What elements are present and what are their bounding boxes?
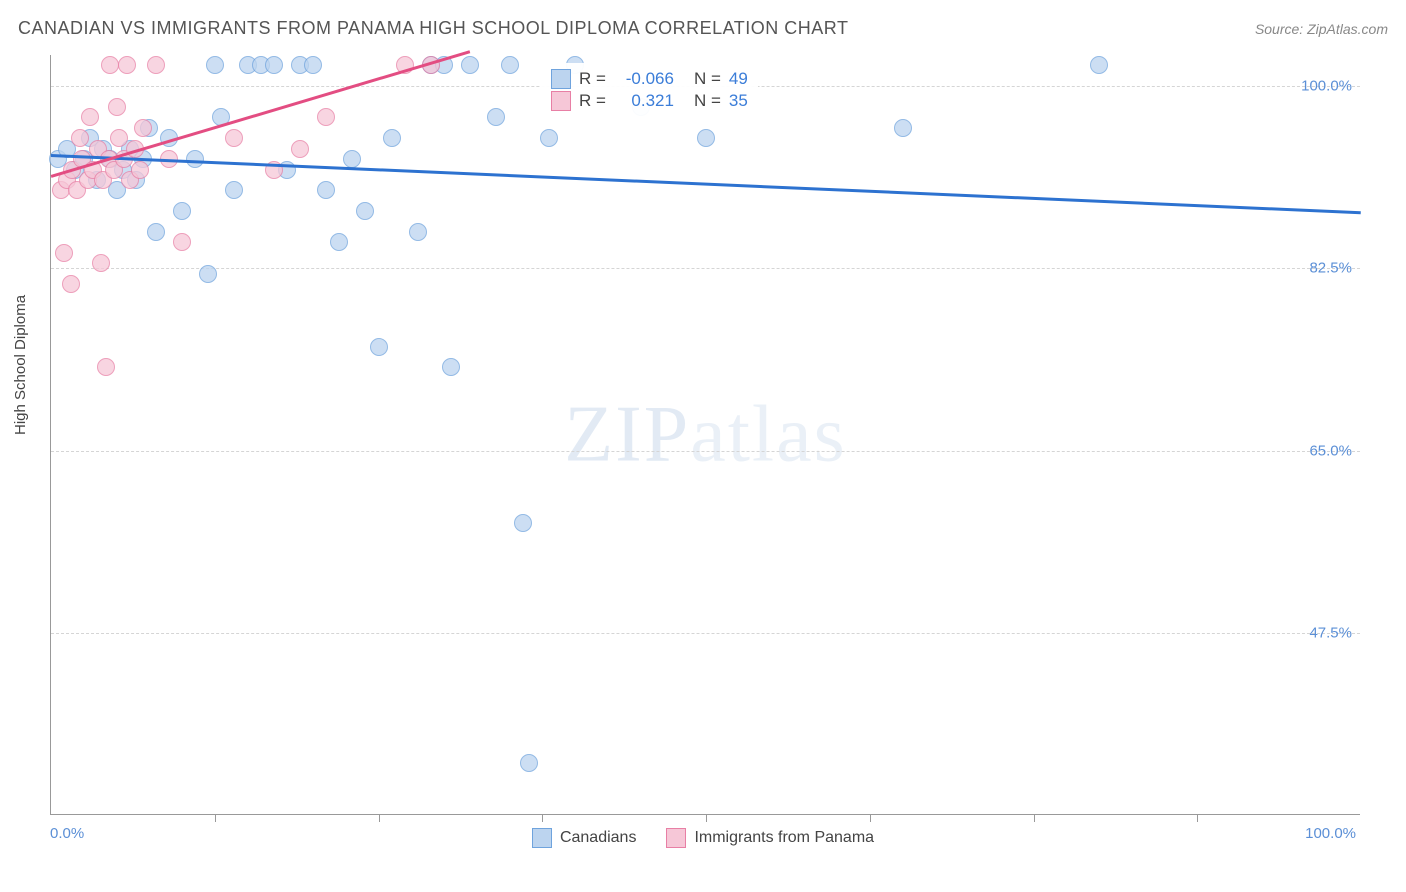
data-point [370, 338, 388, 356]
watermark-text-b: atlas [690, 390, 847, 478]
data-point [520, 754, 538, 772]
data-point [540, 129, 558, 147]
data-point [304, 56, 322, 74]
stats-n-label: N = [694, 91, 721, 111]
data-point [101, 56, 119, 74]
legend-item-panama: Immigrants from Panama [666, 828, 874, 848]
source-attribution: Source: ZipAtlas.com [1255, 21, 1388, 37]
data-point [317, 181, 335, 199]
data-point [55, 244, 73, 262]
data-point [173, 233, 191, 251]
stats-r-value: -0.066 [614, 69, 674, 89]
data-point [71, 129, 89, 147]
legend-item-canadians: Canadians [532, 828, 637, 848]
x-tick [215, 814, 216, 822]
data-point [199, 265, 217, 283]
legend-label-canadians: Canadians [560, 829, 637, 847]
stats-r-label: R = [579, 91, 606, 111]
data-point [131, 161, 149, 179]
data-point [265, 56, 283, 74]
data-point [81, 108, 99, 126]
data-point [514, 514, 532, 532]
data-point [92, 254, 110, 272]
y-tick-label: 100.0% [1301, 78, 1352, 95]
x-tick [1197, 814, 1198, 822]
stats-n-value: 49 [729, 69, 748, 89]
bottom-legend: Canadians Immigrants from Panama [0, 828, 1406, 848]
gridline [51, 451, 1360, 452]
legend-swatch-canadians [532, 828, 552, 848]
data-point [317, 108, 335, 126]
stats-n-label: N = [694, 69, 721, 89]
watermark-text-a: ZIP [564, 390, 690, 478]
data-point [291, 140, 309, 158]
stats-swatch [551, 69, 571, 89]
x-tick [542, 814, 543, 822]
data-point [134, 119, 152, 137]
data-point [409, 223, 427, 241]
data-point [206, 56, 224, 74]
y-axis-title: High School Diploma [12, 295, 29, 435]
data-point [442, 358, 460, 376]
stats-row: R = 0.321 N = 35 [551, 91, 748, 111]
chart-title: CANADIAN VS IMMIGRANTS FROM PANAMA HIGH … [18, 18, 848, 39]
stats-row: R = -0.066 N = 49 [551, 69, 748, 89]
data-point [97, 358, 115, 376]
data-point [697, 129, 715, 147]
data-point [62, 275, 80, 293]
trendline [51, 154, 1361, 214]
data-point [487, 108, 505, 126]
data-point [356, 202, 374, 220]
data-point [461, 56, 479, 74]
data-point [383, 129, 401, 147]
y-tick-label: 47.5% [1309, 624, 1352, 641]
data-point [118, 56, 136, 74]
data-point [225, 181, 243, 199]
stats-swatch [551, 91, 571, 111]
data-point [225, 129, 243, 147]
x-tick [870, 814, 871, 822]
gridline [51, 268, 1360, 269]
data-point [108, 98, 126, 116]
data-point [1090, 56, 1108, 74]
data-point [147, 223, 165, 241]
watermark: ZIPatlas [564, 389, 847, 480]
x-tick [1034, 814, 1035, 822]
data-point [330, 233, 348, 251]
stats-r-value: 0.321 [614, 91, 674, 111]
scatter-plot-area: ZIPatlas 47.5% 65.0% 82.5% 100.0% R = -0.066 N… [50, 55, 1360, 815]
stats-r-label: R = [579, 69, 606, 89]
y-tick-label: 82.5% [1309, 260, 1352, 277]
stats-n-value: 35 [729, 91, 748, 111]
gridline [51, 633, 1360, 634]
data-point [147, 56, 165, 74]
x-tick [706, 814, 707, 822]
legend-label-panama: Immigrants from Panama [694, 829, 874, 847]
data-point [894, 119, 912, 137]
data-point [501, 56, 519, 74]
stats-box: R = -0.066 N = 49 R = 0.321 N = 35 [541, 63, 758, 117]
x-tick [379, 814, 380, 822]
title-bar: CANADIAN VS IMMIGRANTS FROM PANAMA HIGH … [18, 18, 1388, 39]
y-tick-label: 65.0% [1309, 442, 1352, 459]
data-point [173, 202, 191, 220]
legend-swatch-panama [666, 828, 686, 848]
data-point [343, 150, 361, 168]
